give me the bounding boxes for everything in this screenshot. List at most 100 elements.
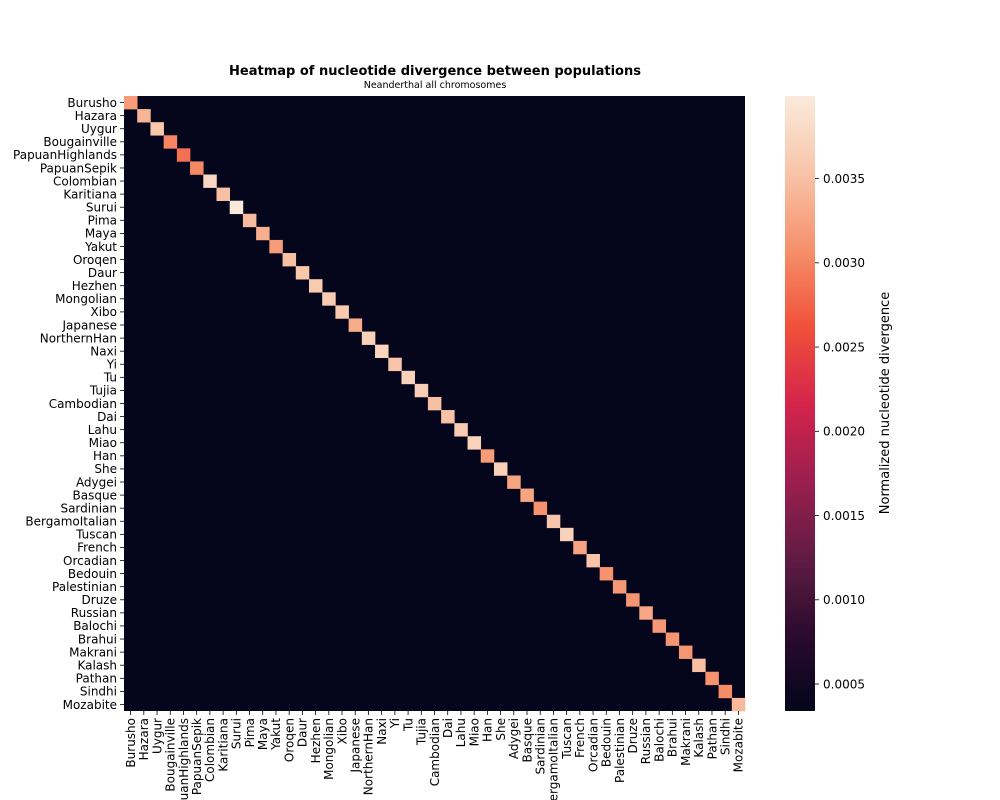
heatmap-cell [507,475,521,489]
heatmap-cell [229,200,244,215]
x-tick-label: Balochi [652,718,666,762]
x-tick-label: Basque [520,718,534,762]
x-tick-labels: Burusho Hazara Uygur Bougainville PapuanHigh… [124,711,746,800]
y-tick-labels: BurushoHazaraUygurBougainvillePapuanHigh… [13,96,124,712]
heatmap-cell [308,279,323,293]
colorbar [785,96,815,711]
heatmap-cell [626,593,640,607]
y-tick-label: Makrani [69,645,117,659]
heatmap-cell [705,671,719,686]
colorbar-ticks: 0.0005 0.0010 0.0015 0.0020 0.0025 0.0030 0.00… [815,172,865,691]
x-tick-label: Pima [243,718,257,747]
y-tick-label: Basque [73,488,117,502]
y-tick-label: Uygur [81,122,117,136]
heatmap-cell [242,213,257,228]
heatmap-cell [454,423,468,437]
heatmap-cell [295,266,310,280]
y-tick-label: Yakut [84,240,117,254]
x-tick-label: She [494,718,508,741]
heatmap-cell [163,135,178,149]
colorbar-tick-label: 0.0015 [823,509,865,523]
x-tick-label: NorthernHan [362,718,376,795]
colorbar-tick-label: 0.0010 [823,593,865,607]
y-tick-label: Kalash [77,659,117,673]
chart-subtitle: Neanderthal all chromosomes [364,80,507,91]
y-tick-label: Lahu [88,423,117,437]
x-tick-label: Yakut [269,718,283,751]
x-tick-label: Colombian [203,718,217,782]
x-tick-label: Burusho [124,718,138,768]
heatmap-cell [401,370,415,385]
heatmap-cell [203,174,217,188]
x-tick-label: Naxi [375,718,389,745]
heatmap-cell [216,187,230,201]
heatmap-cell [322,292,336,306]
x-tick-label: Palestinian [613,718,627,783]
y-tick-label: Pathan [76,672,117,686]
chart-title: Heatmap of nucleotide divergence between… [229,64,641,79]
heatmap-cell [150,122,164,136]
x-tick-label: Cambodian [428,718,442,786]
y-tick-label: Han [93,449,117,463]
heatmap-cell [480,449,495,463]
heatmap-cell [731,697,746,712]
y-tick-label: Bougainville [43,135,117,149]
y-tick-label: PapuanSepik [40,161,117,175]
heatmap-cell [256,226,270,241]
y-tick-label: Maya [85,227,117,241]
y-tick-label: Cambodian [49,397,117,411]
y-tick-label: Adygei [76,475,117,489]
colorbar-tick-label: 0.0030 [823,256,865,270]
x-tick-label: Kalash [692,718,706,758]
y-tick-label: Mongolian [55,292,117,306]
x-tick-label: Hazara [137,718,151,760]
heatmap-cell [282,253,297,267]
x-tick-label: Sindhi [718,718,732,755]
x-tick-label: French [573,718,587,758]
y-tick-label: Bedouin [68,567,117,581]
y-tick-label: Colombian [53,174,117,188]
heatmap-cell [388,357,402,372]
heatmap-cell [441,410,455,424]
y-tick-label: Brahui [78,632,117,646]
heatmap-cell [375,344,389,359]
x-tick-label: PapuanHighlands [177,718,191,800]
y-tick-label: Japanese [62,318,118,332]
y-tick-label: Oroqen [73,253,117,267]
y-tick-label: French [77,541,117,555]
colorbar-label: Normalized nucleotide divergence [878,292,893,514]
heatmap-cell [361,331,376,345]
x-tick-label: Bedouin [600,718,614,767]
heatmap-cell [176,148,191,162]
y-tick-label: Sindhi [80,685,117,699]
heatmap-cell [467,436,482,450]
x-tick-label: Hezhen [309,718,323,763]
y-tick-label: Balochi [73,619,117,633]
x-tick-label: Miao [467,718,481,746]
heatmap-cell [692,658,706,673]
heatmap-cell [599,567,614,581]
heatmap-cells [124,96,746,712]
heatmap-cell [560,527,574,542]
heatmap-cell [652,619,667,633]
x-tick-label: Sardinian [534,718,548,775]
x-tick-label: Maya [256,718,270,750]
x-tick-label: Tujia [415,718,429,746]
x-tick-label: Tu [401,718,415,732]
heatmap-cell [533,501,548,516]
x-tick-label: Han [481,718,495,742]
x-tick-label: Druze [626,718,640,753]
x-tick-label: Lahu [454,718,468,747]
heatmap-cell [678,645,693,659]
y-tick-label: PapuanHighlands [13,148,117,162]
y-tick-label: Tujia [89,384,117,398]
heatmap-cell [546,514,561,529]
x-tick-label: Adygei [507,718,521,759]
y-tick-label: Naxi [90,344,117,358]
y-tick-label: Russian [71,606,117,620]
heatmap-cell [348,318,363,332]
heatmap-cell [612,580,627,594]
heatmap-cell [493,462,508,476]
colorbar-tick-label: 0.0020 [823,425,865,439]
